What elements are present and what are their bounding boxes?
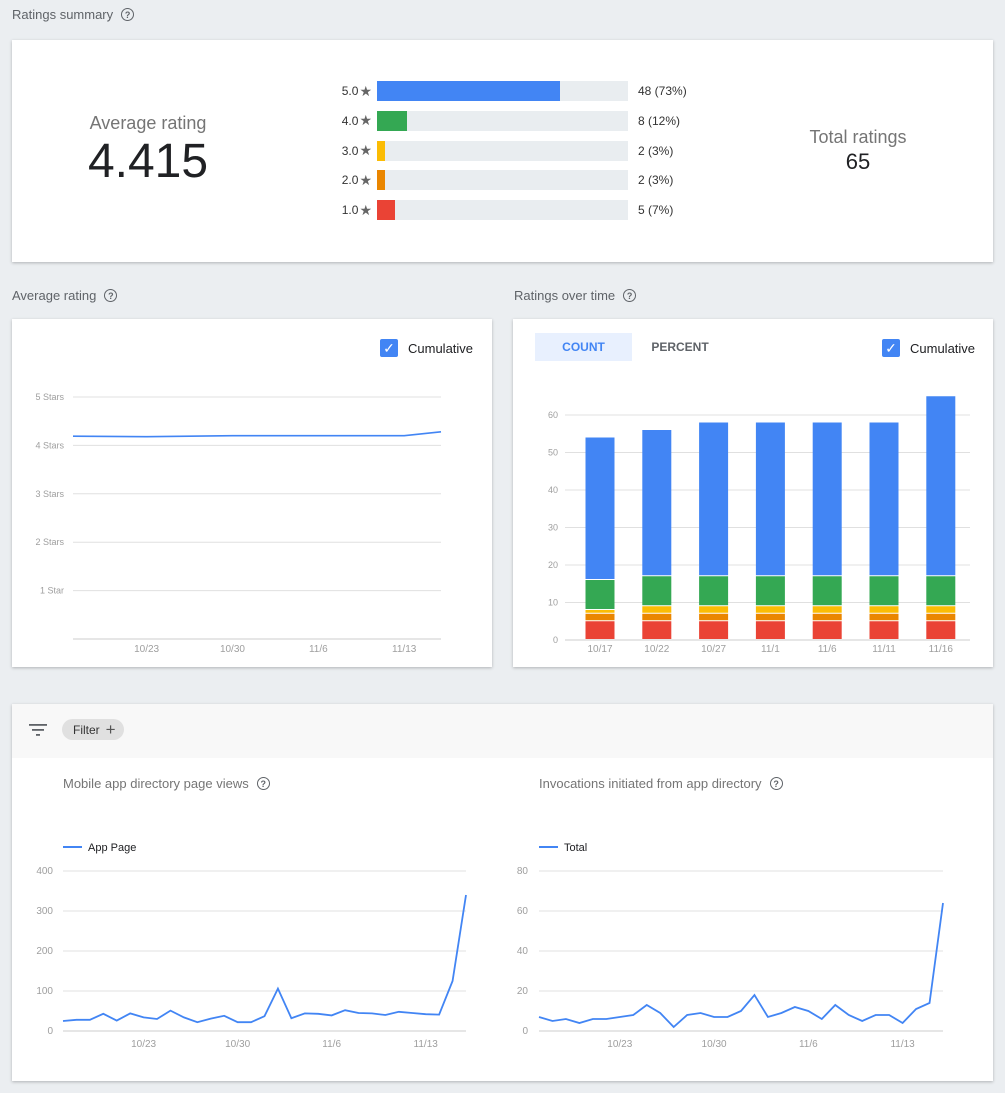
star-icon: ★ bbox=[359, 171, 372, 188]
invocations-title: Invocations initiated from app directory… bbox=[539, 776, 783, 791]
rating-bar-track bbox=[377, 81, 628, 101]
rating-bar-track bbox=[377, 110, 628, 131]
rating-count: 2 (3%) bbox=[638, 173, 674, 188]
cumulative-label: Cumulative bbox=[910, 340, 976, 356]
tab-percent[interactable]: PERCENT bbox=[651, 340, 709, 354]
section-title: Ratings over time bbox=[514, 288, 616, 303]
chart-title: Invocations initiated from app directory bbox=[539, 776, 762, 791]
rating-row-label: 5.0 ★ bbox=[312, 81, 372, 101]
total-ratings-label: Total ratings bbox=[809, 127, 907, 147]
checkbox-checked-icon[interactable]: ✓ bbox=[380, 339, 398, 357]
rating-row-label: 3.0 ★ bbox=[312, 141, 372, 161]
average-rating-value: 4.415 bbox=[87, 135, 209, 188]
star-level: 3.0 bbox=[341, 143, 359, 158]
rating-row-label: 1.0 ★ bbox=[312, 200, 372, 220]
rating-count: 2 (3%) bbox=[638, 143, 674, 158]
star-level: 2.0 bbox=[341, 173, 359, 188]
average-rating-label: Average rating bbox=[89, 113, 207, 133]
section-title: Ratings summary bbox=[12, 7, 114, 22]
filter-label: Filter bbox=[73, 722, 100, 737]
section-title: Average rating bbox=[12, 288, 97, 303]
rating-bar-fill bbox=[377, 81, 561, 101]
rating-row-label: 2.0 ★ bbox=[312, 170, 372, 190]
average-rating-section-title: Average rating? bbox=[12, 288, 118, 303]
star-icon: ★ bbox=[359, 112, 372, 129]
rating-row-label: 4.0 ★ bbox=[312, 111, 372, 131]
analytics-card: Filter + Mobile app directory page views?… bbox=[12, 704, 993, 1081]
filter-list-icon[interactable] bbox=[29, 723, 47, 737]
star-level: 1.0 bbox=[341, 203, 359, 218]
plus-icon: + bbox=[105, 719, 116, 739]
rating-count: 8 (12%) bbox=[638, 113, 681, 128]
rating-bar-fill bbox=[377, 140, 385, 161]
help-icon[interactable]: ? bbox=[623, 289, 637, 302]
star-level: 5.0 bbox=[341, 84, 359, 98]
star-icon: ★ bbox=[359, 142, 372, 159]
rating-bar-fill bbox=[377, 200, 395, 221]
average-rating-card: ✓ Cumulative bbox=[12, 319, 492, 667]
star-icon: ★ bbox=[359, 201, 372, 218]
rating-bar-track bbox=[377, 140, 628, 161]
cumulative-checkbox[interactable]: ✓ Cumulative bbox=[882, 339, 975, 357]
filter-bar: Filter + bbox=[12, 704, 993, 758]
rating-count: 5 (7%) bbox=[638, 203, 674, 218]
help-icon[interactable]: ? bbox=[256, 777, 270, 790]
star-icon: ★ bbox=[359, 82, 372, 99]
filter-chip[interactable]: Filter + bbox=[62, 719, 124, 740]
ratings-summary-card: Average rating 4.415 5.0 ★ 48 (73%) 4.0 ★ 8… bbox=[12, 40, 993, 262]
rating-count: 48 (73%) bbox=[638, 84, 687, 98]
ratings-summary-title: Ratings summary? bbox=[12, 7, 135, 22]
help-icon[interactable]: ? bbox=[121, 8, 135, 21]
rating-bar-fill bbox=[377, 170, 385, 191]
checkbox-checked-icon[interactable]: ✓ bbox=[882, 339, 900, 357]
ratings-over-time-card: COUNT PERCENT ✓ Cumulative bbox=[513, 319, 993, 667]
help-icon[interactable]: ? bbox=[104, 289, 118, 302]
cumulative-checkbox[interactable]: ✓ Cumulative bbox=[380, 339, 473, 357]
star-level: 4.0 bbox=[341, 113, 359, 128]
ratings-over-time-section-title: Ratings over time? bbox=[514, 288, 637, 303]
tab-count[interactable]: COUNT bbox=[535, 333, 632, 361]
total-ratings-value: 65 bbox=[845, 149, 871, 174]
help-icon[interactable]: ? bbox=[769, 777, 783, 790]
rating-bar-fill bbox=[377, 110, 408, 131]
page-views-title: Mobile app directory page views? bbox=[63, 776, 270, 791]
cumulative-label: Cumulative bbox=[408, 340, 474, 356]
rating-bar-track bbox=[377, 170, 628, 191]
rating-bar-track bbox=[377, 200, 628, 221]
chart-title: Mobile app directory page views bbox=[63, 776, 249, 791]
